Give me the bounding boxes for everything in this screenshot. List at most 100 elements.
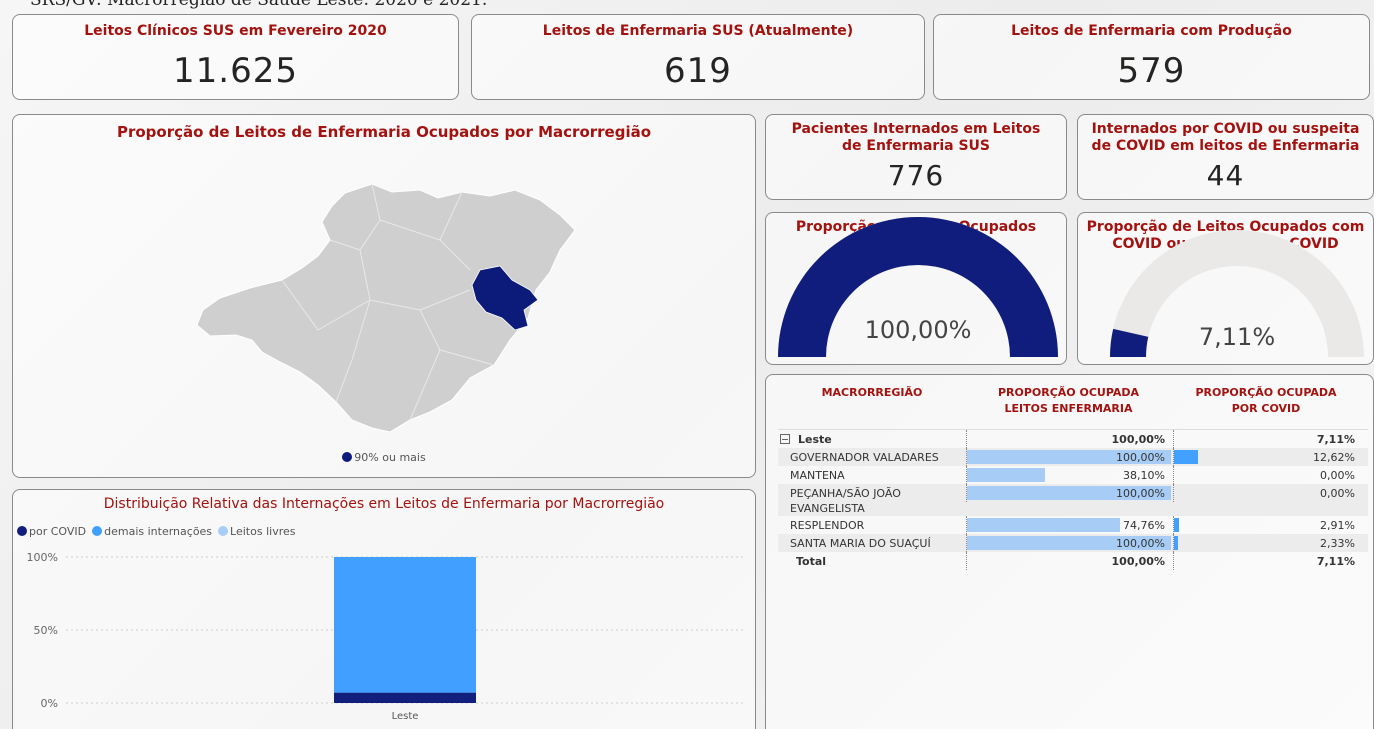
gauge-title: Proporção de Leitos Ocupados com COVID o…	[1086, 219, 1365, 252]
value-label: 0,00%	[1320, 487, 1355, 500]
gauge-title: Proporção de Leitos Ocupados	[795, 219, 1037, 235]
column-header: MACRORREGIÃO	[821, 386, 923, 399]
row-name: MANTENA	[790, 469, 845, 482]
row-name: Leste	[798, 433, 832, 446]
legend-label: 90% ou mais	[354, 451, 426, 464]
card: Pacientes Internados em Leitos de Enferm…	[765, 114, 1067, 200]
row-name: Total	[796, 555, 827, 568]
card: Leitos de Enfermaria SUS (Atualmente) 61…	[471, 14, 925, 100]
legend-label: Leitos livres	[230, 525, 296, 538]
row-name: PEÇANHA/SÃO JOÃO EVANGELISTA	[790, 487, 901, 515]
table-header: MACRORREGIÃO PROPORÇÃO OCUPADA LEITOS ENF…	[778, 385, 1368, 430]
card: Leitos Clínicos SUS em Fevereiro 2020 11…	[12, 14, 459, 100]
legend: por COVID demais internações Leitos livres	[17, 525, 295, 538]
data-row: RESPLENDOR 74,76% 2,91%	[778, 516, 1368, 534]
group-row: Leste 100,00% 7,11%	[778, 430, 1368, 448]
card-title: Leitos de Enfermaria SUS (Atualmente)	[542, 23, 854, 39]
map-panel: Proporção de Leitos de Enfermaria Ocupad…	[12, 114, 756, 478]
row-value: 0,00%	[1173, 484, 1361, 502]
row-value: 100,00%	[966, 430, 1171, 448]
row-value: 12,62%	[1173, 448, 1361, 466]
data-bar	[967, 450, 1171, 464]
value-label: 2,33%	[1320, 537, 1355, 550]
legend-item: demais internações	[92, 525, 212, 538]
data-row: MANTENA 38,10% 0,00%	[778, 466, 1368, 484]
card-title: Internados por COVID ou suspeita de COVI…	[1091, 121, 1360, 154]
row-label: Leste	[778, 430, 966, 447]
chart-title: Distribuição Relativa das Internações em…	[103, 496, 665, 512]
card-title: Leitos Clínicos SUS em Fevereiro 2020	[84, 23, 387, 39]
table: MACRORREGIÃO PROPORÇÃO OCUPADA LEITOS ENF…	[778, 385, 1368, 570]
card: Leitos de Enfermaria com Produção 579	[933, 14, 1370, 100]
row-value: 100,00%	[966, 448, 1171, 466]
card-value: 579	[1117, 51, 1186, 91]
card-value: 11.625	[173, 51, 298, 91]
legend-label: por COVID	[29, 525, 87, 538]
value-label: 74,76%	[1123, 519, 1165, 532]
map-title: Proporção de Leitos de Enfermaria Ocupad…	[116, 123, 652, 141]
row-value: 7,11%	[1173, 552, 1361, 570]
value-label: 38,10%	[1123, 469, 1165, 482]
value-label: 0,00%	[1320, 469, 1355, 482]
page-header: SRS/GV: Macrorregião de Saúde Leste: 202…	[30, 0, 488, 10]
data-bar	[1174, 450, 1198, 464]
expand-icon	[780, 434, 790, 444]
column-header: PROPORÇÃO OCUPADA LEITOS ENFERMARIA	[997, 386, 1140, 415]
legend-dot	[17, 526, 27, 536]
value-label: 100,00%	[1111, 555, 1165, 568]
row-value: 100,00%	[966, 552, 1171, 570]
row-value: 2,33%	[1173, 534, 1361, 552]
value-label: 7,11%	[1316, 555, 1355, 568]
value-label: 7,11%	[1316, 433, 1355, 446]
data-bar	[967, 518, 1120, 532]
row-name: GOVERNADOR VALADARES	[790, 451, 939, 464]
row-value: 100,00%	[966, 534, 1171, 552]
card-title: Leitos de Enfermaria com Produção	[1011, 23, 1292, 39]
value-label: 100,00%	[1116, 451, 1165, 464]
row-value: 74,76%	[966, 516, 1171, 534]
data-bar	[967, 468, 1045, 482]
gauge-panel: Proporção de Leitos Ocupados com COVID o…	[1077, 212, 1374, 365]
bar-panel: Distribuição Relativa das Internações em…	[12, 489, 756, 729]
card-title: Pacientes Internados em Leitos de Enferm…	[791, 121, 1041, 154]
legend-item: 90% ou mais	[342, 451, 426, 464]
data-bar	[967, 486, 1171, 500]
row-label: MANTENA	[778, 466, 948, 483]
data-bar	[967, 536, 1171, 550]
column-header: PROPORÇÃO OCUPADA POR COVID	[1195, 386, 1337, 415]
row-label: Total	[778, 552, 966, 569]
row-value: 0,00%	[1173, 466, 1361, 484]
card-value: 776	[887, 159, 945, 192]
row-value: 38,10%	[966, 466, 1171, 484]
row-name: SANTA MARIA DO SUAÇUÍ	[790, 537, 931, 550]
data-bar	[1174, 536, 1179, 550]
row-label: GOVERNADOR VALADARES	[778, 448, 948, 465]
value-label: 12,62%	[1313, 451, 1355, 464]
data-row: SANTA MARIA DO SUAÇUÍ 100,00% 2,33%	[778, 534, 1368, 552]
legend-label: demais internações	[104, 525, 213, 538]
row-value: 2,91%	[1173, 516, 1361, 534]
data-row: PEÇANHA/SÃO JOÃO EVANGELISTA 100,00% 0,00%	[778, 484, 1368, 516]
row-label: PEÇANHA/SÃO JOÃO EVANGELISTA	[778, 484, 948, 516]
value-label: 100,00%	[1116, 487, 1165, 500]
legend-item: por COVID	[17, 525, 86, 538]
data-bar	[1174, 518, 1180, 532]
legend-dot	[218, 526, 229, 536]
value-label: 2,91%	[1320, 519, 1355, 532]
legend-item: Leitos livres	[218, 525, 295, 538]
table-panel: MACRORREGIÃO PROPORÇÃO OCUPADA LEITOS ENF…	[765, 374, 1374, 729]
row-label: SANTA MARIA DO SUAÇUÍ	[778, 534, 948, 551]
card-value: 44	[1206, 159, 1245, 192]
total-row: Total 100,00% 7,11%	[778, 552, 1368, 570]
row-label: RESPLENDOR	[778, 516, 948, 533]
gauge-panel: Proporção de Leitos Ocupados	[765, 212, 1067, 365]
legend-dot	[342, 452, 353, 462]
row-value: 100,00%	[966, 484, 1171, 502]
map-legend: 90% ou mais	[13, 451, 755, 464]
card-value: 619	[664, 51, 732, 91]
legend-dot	[92, 526, 103, 536]
data-row: GOVERNADOR VALADARES 100,00% 12,62%	[778, 448, 1368, 466]
row-name: RESPLENDOR	[790, 519, 865, 532]
row-value: 7,11%	[1173, 430, 1361, 448]
